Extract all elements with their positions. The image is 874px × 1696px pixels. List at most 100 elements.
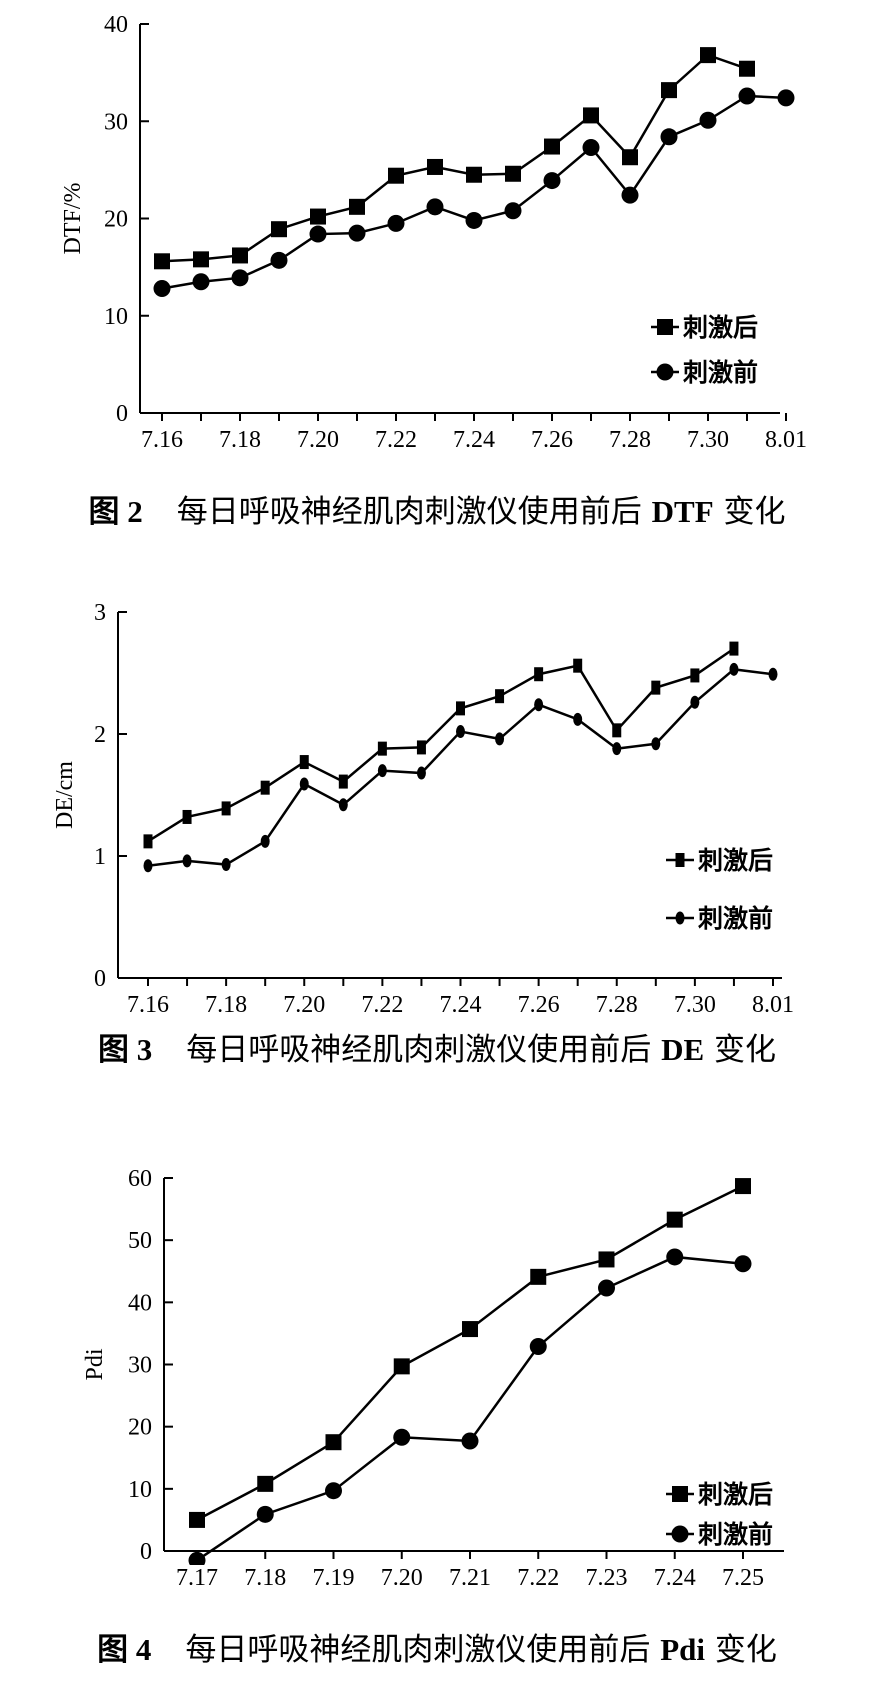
data-point [338, 774, 348, 789]
data-point [505, 165, 521, 182]
plot-area [143, 641, 778, 873]
data-point [495, 689, 505, 704]
data-point [387, 214, 405, 232]
caption-number: 图 3 [97, 1032, 153, 1067]
x-tick-label: 7.22 [361, 992, 403, 1018]
data-point [348, 224, 366, 242]
x-tick-label: 7.24 [440, 992, 482, 1018]
legend-label: 刺激前 [683, 358, 758, 387]
data-point [777, 89, 795, 107]
figure-caption-de: 图 3 每日呼吸神经肌肉刺激仪使用前后 DE 变化 [0, 1024, 874, 1069]
data-point [182, 854, 192, 868]
data-point [188, 1551, 206, 1565]
y-tick-label: 10 [128, 1477, 152, 1503]
y-tick-label: 60 [128, 1166, 152, 1192]
series-line [161, 94, 787, 290]
data-point [260, 834, 270, 848]
data-point [257, 1475, 274, 1492]
data-point [426, 198, 444, 216]
figure-pdi: 0 10 20 30 40 50 60 7.17 7.18 7.19 7.20 7.21 7.22 7.2… [0, 1140, 874, 1696]
x-tick-label: 8.01 [765, 427, 807, 453]
caption-suffix: 变化 [723, 494, 786, 530]
x-tick-label: 8.01 [752, 992, 794, 1018]
x-tick-label: 7.24 [453, 427, 495, 453]
data-point [231, 269, 249, 287]
legend-marker [675, 911, 685, 925]
figure-caption-dtf: 图 2 每日呼吸神经肌肉刺激仪使用前后 DTF 变化 [0, 486, 874, 531]
data-point [661, 82, 677, 99]
x-tick-label: 7.20 [283, 992, 325, 1018]
legend-marker [656, 363, 674, 381]
data-point [377, 741, 387, 756]
caption-metric: Pdi [660, 1632, 706, 1667]
y-tick-label: 0 [116, 401, 128, 427]
x-tick-label: 7.22 [375, 427, 417, 453]
data-point [612, 742, 622, 756]
data-point [573, 712, 583, 726]
data-point [738, 87, 756, 105]
y-tick-label: 20 [104, 207, 128, 233]
data-point [260, 780, 270, 795]
data-point [690, 695, 700, 709]
data-point [310, 208, 326, 225]
caption-text: 每日呼吸神经肌肉刺激仪使用前后 [185, 1632, 651, 1668]
data-point [660, 128, 678, 146]
x-tick-label: 7.20 [381, 1565, 423, 1591]
caption-number: 图 4 [97, 1632, 152, 1667]
data-point [461, 1432, 479, 1450]
legend-label: 刺激前 [698, 1520, 773, 1549]
series-line [147, 668, 774, 868]
y-tick-label: 50 [128, 1228, 152, 1254]
y-axis-label: DTF/% [60, 182, 86, 254]
data-point [462, 1321, 478, 1338]
caption-text: 每日呼吸神经肌肉刺激仪使用前后 [186, 1032, 652, 1068]
data-point [465, 211, 483, 229]
plot-area [188, 1178, 752, 1565]
data-point [768, 667, 778, 681]
x-tick-label: 7.21 [449, 1565, 491, 1591]
data-point [299, 755, 309, 770]
data-point [192, 273, 210, 291]
data-point [583, 107, 599, 124]
data-point [598, 1251, 615, 1268]
data-point [651, 737, 661, 751]
legend-marker [671, 1525, 689, 1543]
figure-caption-pdi: 图 4 每日呼吸神经肌肉刺激仪使用前后 Pdi 变化 [0, 1624, 874, 1669]
legend-label: 刺激前 [698, 904, 773, 933]
data-point [270, 251, 288, 269]
plot-area [153, 47, 795, 298]
y-tick-label: 0 [94, 966, 106, 992]
x-tick-label: 7.26 [518, 992, 560, 1018]
legend-label: 刺激后 [698, 846, 773, 875]
legend-label: 刺激后 [683, 313, 758, 342]
data-point [529, 1337, 547, 1355]
data-point [232, 247, 248, 264]
caption-metric: DE [661, 1032, 705, 1067]
y-tick-label: 30 [104, 109, 128, 135]
data-point [349, 198, 365, 215]
legend-label: 刺激后 [698, 1480, 773, 1509]
x-tick-label: 7.18 [205, 992, 247, 1018]
data-point [530, 1268, 547, 1285]
legend-marker [675, 853, 685, 867]
data-point [189, 1511, 205, 1528]
data-point [739, 60, 755, 77]
legend-marker [657, 319, 673, 335]
data-point [143, 834, 153, 849]
data-point [534, 667, 544, 682]
data-point [729, 641, 739, 656]
caption-number: 图 2 [88, 494, 143, 529]
data-point [427, 158, 443, 175]
x-tick-label: 7.28 [609, 427, 651, 453]
data-point [543, 172, 561, 190]
data-point [416, 740, 426, 755]
x-tick-label: 7.22 [517, 1565, 559, 1591]
data-point [621, 186, 639, 204]
data-point [309, 225, 327, 243]
y-tick-label: 40 [128, 1290, 152, 1316]
data-point [598, 1279, 615, 1297]
data-point [666, 1211, 683, 1228]
y-tick-label: 1 [94, 844, 106, 870]
data-point [193, 251, 209, 268]
caption-metric: DTF [651, 494, 714, 529]
